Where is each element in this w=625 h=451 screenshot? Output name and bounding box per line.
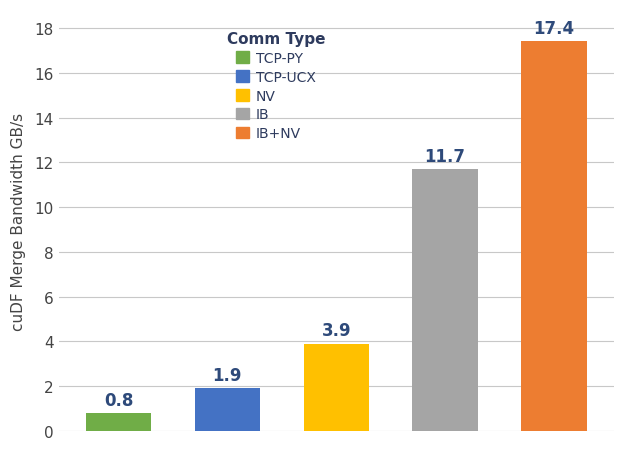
Legend: TCP-PY, TCP-UCX, NV, IB, IB+NV: TCP-PY, TCP-UCX, NV, IB, IB+NV [221, 27, 331, 147]
Bar [412, 170, 478, 431]
Text: 17.4: 17.4 [534, 20, 574, 38]
Bar [304, 344, 369, 431]
Bar [195, 388, 260, 431]
Y-axis label: cuDF Merge Bandwidth GB/s: cuDF Merge Bandwidth GB/s [11, 112, 26, 330]
Text: 11.7: 11.7 [424, 147, 466, 165]
Bar [521, 42, 587, 431]
Text: 1.9: 1.9 [213, 366, 242, 384]
Bar [86, 413, 151, 431]
Text: 0.8: 0.8 [104, 391, 133, 409]
Text: 3.9: 3.9 [321, 322, 351, 339]
